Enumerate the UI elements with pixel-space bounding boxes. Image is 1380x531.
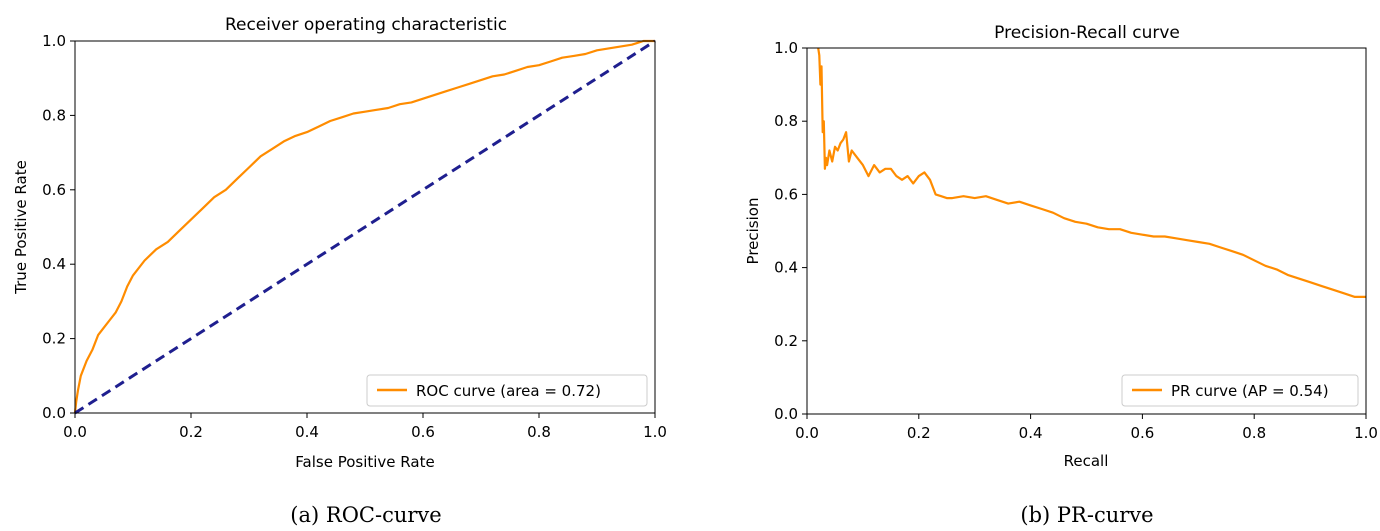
pr-chart: Precision-Recall curve 0.0 0.2 0.4 0.6 0.8 1.…	[744, 23, 1378, 527]
pr-x-tick-label: 0.4	[1019, 424, 1043, 442]
roc-axes-frame	[74, 40, 656, 414]
pr-y-tick-label: 0.2	[774, 332, 798, 350]
roc-y-tick-label: 0.8	[42, 106, 66, 124]
pr-x-tick-label: 0.6	[1130, 424, 1154, 442]
roc-x-tick-label: 1.0	[643, 423, 667, 441]
roc-diagonal-reference-line	[74, 39, 656, 415]
roc-y-tick-label: 1.0	[42, 32, 66, 50]
pr-x-tick-label: 0.8	[1242, 424, 1266, 442]
pr-x-tick-label: 0.0	[795, 424, 819, 442]
pr-x-ticks: 0.0 0.2 0.4 0.6 0.8 1.0	[795, 414, 1378, 442]
roc-y-tick-label: 0.2	[42, 330, 66, 348]
pr-caption: (b) PR-curve	[1020, 503, 1153, 527]
roc-series-group	[73, 39, 656, 415]
pr-y-tick-label: 1.0	[774, 39, 798, 57]
pr-legend: PR curve (AP = 0.54)	[1121, 374, 1359, 407]
roc-x-ticks: 0.0 0.2 0.4 0.6 0.8 1.0	[63, 413, 667, 441]
roc-legend-box	[366, 374, 648, 407]
roc-x-tick-label: 0.4	[295, 423, 319, 441]
pr-series-group	[817, 47, 1366, 298]
roc-title: Receiver operating characteristic	[225, 15, 507, 35]
pr-y-axis-label: Precision	[744, 198, 762, 265]
roc-y-axis-label: True Positive Rate	[12, 160, 30, 295]
pr-y-tick-label: 0.8	[774, 112, 798, 130]
roc-chart: Receiver operating characteristic 0.0 0.2…	[12, 15, 667, 527]
pr-y-tick-label: 0.4	[774, 259, 798, 277]
pr-x-axis-label: Recall	[1064, 452, 1109, 470]
roc-legend-label: ROC curve (area = 0.72)	[416, 382, 601, 400]
roc-y-tick-label: 0.6	[42, 181, 66, 199]
roc-x-tick-label: 0.2	[179, 423, 203, 441]
pr-y-tick-label: 0.0	[774, 405, 798, 423]
roc-y-tick-label: 0.0	[42, 404, 66, 422]
roc-legend: ROC curve (area = 0.72)	[366, 374, 648, 407]
pr-x-tick-label: 1.0	[1354, 424, 1378, 442]
roc-y-ticks: 0.0 0.2 0.4 0.6 0.8 1.0	[42, 32, 75, 422]
roc-x-axis-label: False Positive Rate	[295, 453, 434, 471]
pr-curve-line	[817, 47, 1366, 298]
roc-curve-line	[73, 39, 655, 414]
pr-y-ticks: 0.0 0.2 0.4 0.6 0.8 1.0	[774, 39, 807, 423]
pr-title: Precision-Recall curve	[994, 23, 1180, 43]
roc-caption: (a) ROC-curve	[290, 503, 441, 527]
roc-x-tick-label: 0.0	[63, 423, 87, 441]
roc-x-tick-label: 0.6	[411, 423, 435, 441]
pr-legend-box	[1121, 374, 1359, 407]
pr-y-tick-label: 0.6	[774, 185, 798, 203]
roc-y-tick-label: 0.4	[42, 255, 66, 273]
roc-x-tick-label: 0.8	[527, 423, 551, 441]
pr-x-tick-label: 0.2	[907, 424, 931, 442]
pr-legend-label: PR curve (AP = 0.54)	[1171, 382, 1329, 400]
pr-axes-frame	[806, 47, 1367, 415]
